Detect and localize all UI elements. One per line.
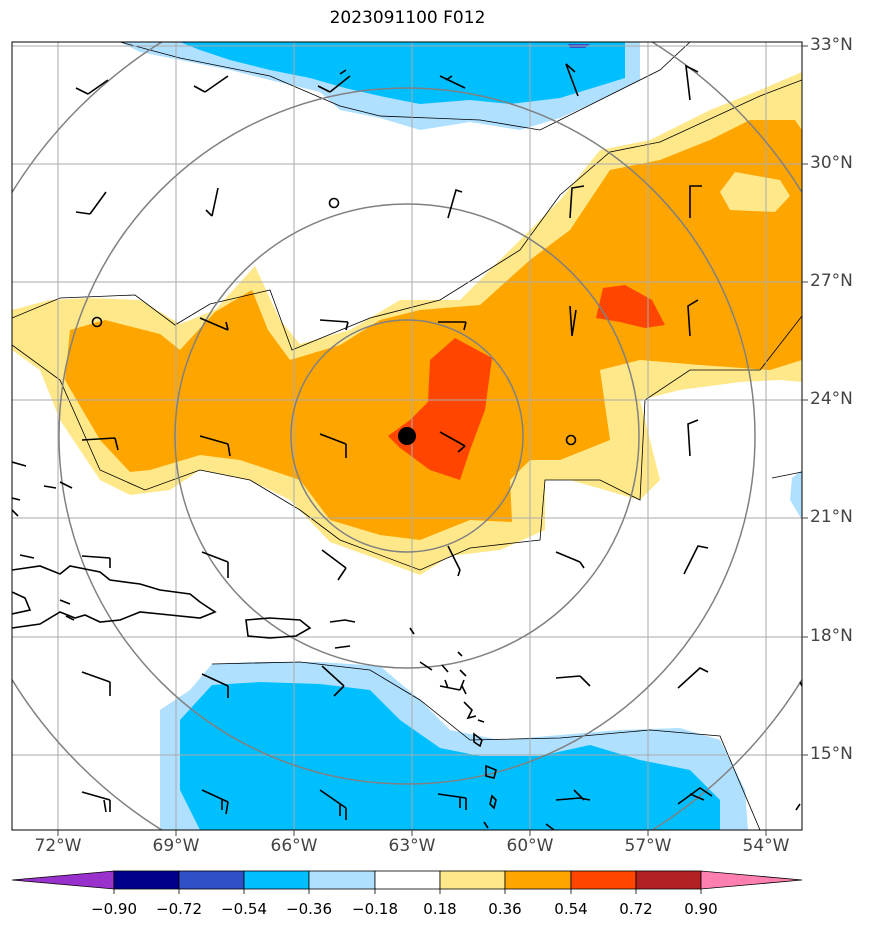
colorbar [11,870,803,894]
positive-anomaly [12,72,802,575]
colorbar-label: 0.72 [619,900,653,918]
map-title: 2023091100 F012 [329,8,486,28]
colorbar-bin [504,870,572,890]
lat-label: 15°N [810,744,853,764]
colorbar-label: −0.54 [221,900,267,918]
lat-label: 30°N [810,153,853,173]
colorbar-label: −0.72 [156,900,202,918]
colorbar-label: −0.90 [91,900,137,918]
colorbar-bin [439,870,506,890]
colorbar-bin [570,870,637,890]
wind-barbs [75,63,802,820]
lon-label: 63°W [388,836,436,856]
colorbar-extend-high [700,870,803,890]
lat-label: 33°N [810,35,853,55]
coastlines [12,461,555,830]
map-frame [11,41,803,831]
colorbar-label: −0.36 [286,900,332,918]
negative-anomaly-east [790,470,802,520]
colorbar-bin [635,870,702,890]
lat-label: 18°N [810,626,853,646]
colorbar-label: 0.54 [554,900,588,918]
range-rings [12,42,802,830]
colorbar-bin [374,870,441,890]
contour-lines [12,42,802,830]
lon-label: 69°W [152,836,200,856]
lon-label: 72°W [34,836,82,856]
colorbar-bin [178,870,245,890]
colorbar-label: 0.36 [488,900,522,918]
lat-label: 27°N [810,271,853,291]
colorbar-extend-low [11,870,115,890]
colorbar-bin [243,870,310,890]
lon-label: 54°W [742,836,790,856]
lat-ticks [802,45,808,756]
colorbar-label: 0.90 [684,900,718,918]
lon-ticks [57,830,767,836]
lat-label: 24°N [810,389,853,409]
negative-anomaly-north [120,42,640,130]
calm-markers [91,197,577,446]
colorbar-bin [113,870,180,890]
lon-label: 66°W [270,836,318,856]
colorbar-bin [308,870,376,890]
colorbar-label: −0.18 [352,900,398,918]
storm-center-marker [398,427,416,445]
lon-label: 60°W [506,836,554,856]
colorbar-label: 0.18 [423,900,457,918]
lon-label: 57°W [624,836,672,856]
lat-label: 21°N [810,507,853,527]
negative-anomaly-south [160,662,748,830]
graticule [12,42,802,830]
